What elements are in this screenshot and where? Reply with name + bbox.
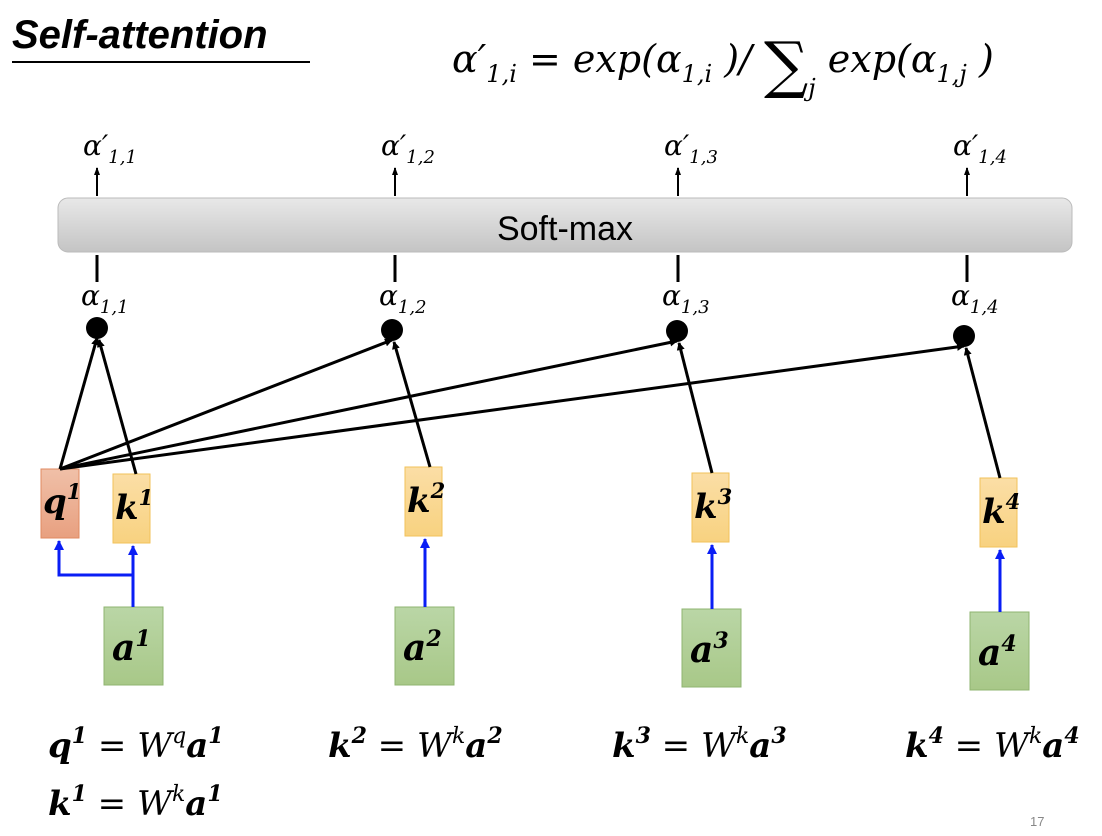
dot-product-node [86, 317, 108, 339]
attention-weight-label: α′1,2 [381, 129, 435, 168]
input-label: a2 [403, 626, 442, 669]
input-label: a1 [112, 626, 151, 669]
dot-product-node [381, 319, 403, 341]
softmax-label: Soft-max [497, 210, 633, 248]
key-label: k2 [407, 478, 445, 521]
dot-product-node [953, 325, 975, 347]
attention-weight-label: α′1,3 [664, 129, 718, 168]
dot-product-node [666, 320, 688, 342]
softmax-formula: α′1,i = exp(α1,i )/ ∑j exp(α1,j ) [452, 28, 994, 102]
input-box [394, 606, 455, 686]
attention-score-label: α1,1 [81, 279, 129, 318]
input-label: a4 [978, 631, 1017, 674]
attention-weight-label: α′1,4 [953, 129, 1007, 168]
key-label: k1 [115, 485, 153, 528]
input-box [103, 606, 164, 686]
key-label: k3 [694, 484, 732, 527]
query-to-score-arrow [59, 338, 393, 471]
column-2: α′1,2 α1,2 k2 a2 [379, 129, 455, 686]
projection-equation: k4 = Wka4 [905, 723, 1080, 766]
key-to-score-arrow [97, 339, 138, 475]
input-label: a3 [690, 628, 729, 671]
softmax-layer [57, 197, 1073, 253]
column-4: α′1,4 α1,4 k4 a4 [951, 129, 1030, 691]
projection-equation: k1 = Wka1 [48, 781, 223, 824]
key-to-score-arrow [676, 342, 714, 474]
attention-score-label: α1,2 [379, 279, 427, 318]
projection-equation: k3 = Wka3 [612, 723, 787, 766]
key-to-score-arrow [392, 341, 432, 468]
attention-score-label: α1,3 [662, 279, 710, 318]
input-box [969, 611, 1030, 691]
query-box [40, 468, 80, 539]
projection-equation: k2 = Wka2 [328, 723, 503, 766]
query-label: q1 [43, 479, 81, 522]
attention-score-label: α1,4 [951, 279, 999, 318]
projection-equation: q1 = Wqa1 [48, 723, 224, 766]
input-box [681, 608, 742, 688]
key-box [979, 477, 1018, 548]
key-label: k4 [982, 489, 1020, 532]
input-1-projection-arrows [54, 540, 138, 607]
query-to-score-arrow [59, 342, 965, 471]
slide-title: Self-attention [12, 13, 268, 57]
key-box [404, 466, 443, 537]
key-box [112, 473, 151, 544]
column-1: α′1,1 α1,1 k1 a1 [81, 129, 164, 686]
query-to-score-arrow [59, 338, 678, 471]
attention-weight-label: α′1,1 [83, 129, 137, 168]
page-number: 17 [1030, 814, 1044, 829]
query-to-score-arrow [58, 337, 99, 470]
key-to-score-arrow [963, 347, 1002, 479]
